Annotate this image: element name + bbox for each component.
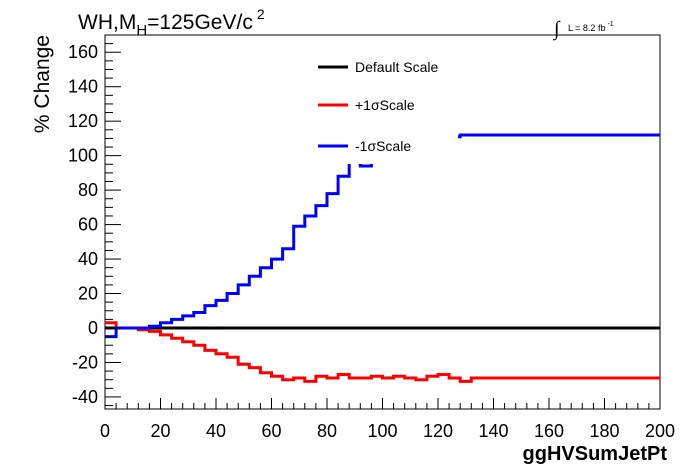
- chart-title-subscript: H: [136, 22, 147, 39]
- series-line-2: [105, 133, 660, 339]
- x-tick-label: 160: [534, 421, 564, 441]
- y-tick-label: -20: [72, 352, 98, 372]
- series-line-1: [105, 321, 660, 383]
- chart-title: WH,MH=125GeV/c 2: [78, 6, 265, 39]
- x-tick-label: 40: [206, 421, 226, 441]
- y-tick-label: 120: [68, 111, 98, 131]
- y-tick-label: 160: [68, 42, 98, 62]
- x-tick-label: 0: [100, 421, 110, 441]
- legend-label-0: Default Scale: [355, 59, 438, 75]
- y-tick-label: 100: [68, 146, 98, 166]
- x-tick-label: 140: [478, 421, 508, 441]
- x-tick-label: 80: [317, 421, 337, 441]
- x-tick-label: 180: [589, 421, 619, 441]
- y-tick-label: 40: [78, 249, 98, 269]
- legend: Default Scale +1σScale -1σScale: [318, 59, 438, 154]
- chart-title-superscript: 2: [257, 6, 265, 22]
- x-tick-label: 20: [150, 421, 170, 441]
- chart-title-main: WH,M: [78, 11, 136, 34]
- y-tick-label: -40: [72, 387, 98, 407]
- y-tick-label: 80: [78, 180, 98, 200]
- legend-label-1: +1σScale: [355, 97, 415, 113]
- lumi-integral-sign: ∫: [552, 18, 561, 41]
- y-tick-label: 140: [68, 77, 98, 97]
- x-tick-label: 200: [645, 421, 675, 441]
- lumi-label-text: L = 8.2 fb: [568, 23, 605, 33]
- legend-label-2: -1σScale: [355, 138, 411, 154]
- y-tick-label: 20: [78, 284, 98, 304]
- y-axis-title: % Change: [31, 35, 54, 133]
- y-tick-label: 0: [88, 318, 98, 338]
- x-tick-label: 120: [423, 421, 453, 441]
- x-axis: 0 20 40 60 80 100 120 140 160 180 200: [100, 398, 675, 441]
- series-layer: [105, 133, 660, 383]
- lumi-label-superscript: -1: [607, 21, 613, 28]
- lumi-label: L = 8.2 fb -1: [568, 21, 614, 33]
- y-tick-label: 60: [78, 215, 98, 235]
- x-axis-title: ggHVSumJetPt: [523, 443, 668, 465]
- x-tick-label: 60: [261, 421, 281, 441]
- y-axis: -40 -20 0 20 40 60 80 100 120 140 160: [68, 42, 121, 407]
- chart-title-rest: =125GeV/c: [147, 11, 253, 34]
- x-tick-label: 100: [367, 421, 397, 441]
